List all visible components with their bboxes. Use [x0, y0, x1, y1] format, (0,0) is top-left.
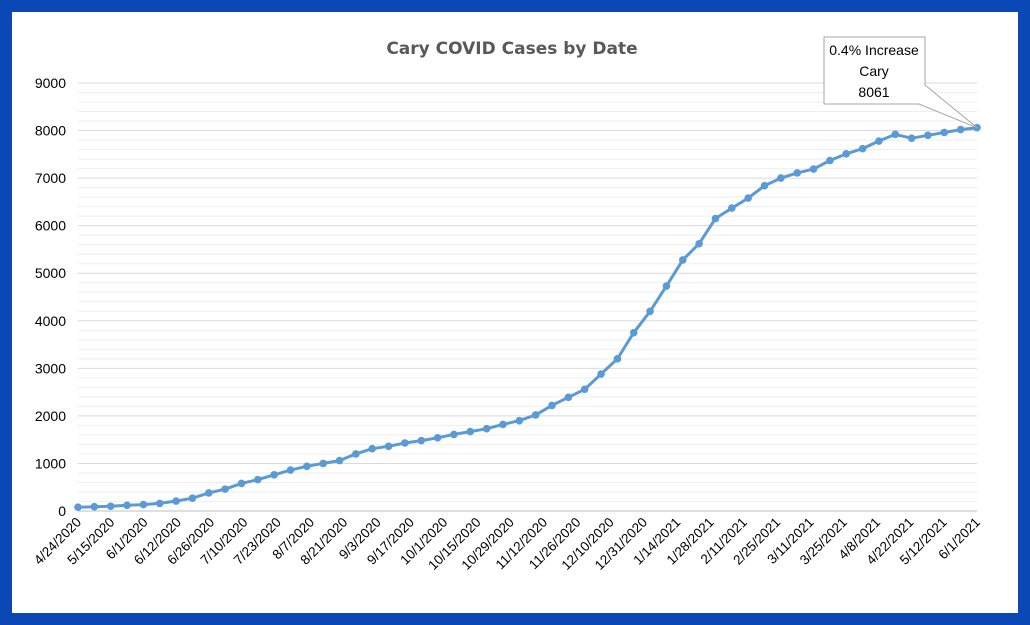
data-point	[629, 328, 638, 337]
data-point	[204, 489, 213, 497]
callout-annotation: 0.4% Increase Cary 8061	[823, 36, 978, 129]
data-point	[711, 214, 720, 223]
data-point	[515, 416, 524, 425]
data-point	[384, 442, 393, 451]
data-point	[237, 479, 246, 488]
data-point	[172, 497, 180, 505]
data-point	[678, 256, 687, 264]
data-point	[613, 355, 622, 363]
data-point	[809, 165, 818, 173]
data-point	[417, 436, 426, 445]
data-point	[335, 456, 344, 465]
data-point	[450, 430, 458, 439]
data-point	[352, 450, 360, 458]
data-point	[907, 134, 916, 142]
data-point	[580, 385, 589, 394]
y-tick-label: 6000	[35, 218, 66, 234]
data-point	[155, 499, 164, 508]
y-tick-label: 9000	[35, 75, 66, 91]
data-point	[662, 282, 671, 290]
data-point	[482, 424, 491, 433]
data-point	[826, 156, 834, 165]
data-point	[286, 466, 295, 474]
data-point	[74, 503, 82, 511]
series-line	[76, 126, 979, 509]
chart-title: Cary COVID Cases by Date	[386, 39, 637, 59]
data-point	[760, 181, 769, 190]
data-point	[270, 471, 278, 479]
data-point	[940, 128, 949, 137]
data-point	[891, 130, 900, 139]
data-point	[956, 125, 965, 134]
data-point	[139, 500, 148, 509]
series-polyline	[76, 126, 979, 509]
data-point	[695, 239, 703, 248]
y-tick-label: 2000	[35, 408, 66, 424]
y-tick-label: 4000	[35, 313, 66, 329]
data-point	[548, 401, 556, 410]
data-point	[401, 439, 409, 447]
y-tick-label: 1000	[35, 455, 66, 471]
data-point	[466, 427, 475, 436]
data-point	[564, 393, 573, 402]
data-point	[646, 307, 654, 316]
data-point	[744, 194, 752, 202]
data-point	[254, 475, 262, 484]
series-points	[74, 123, 981, 511]
data-point	[303, 462, 311, 471]
data-point	[499, 420, 507, 429]
callout-box	[823, 36, 978, 129]
y-tick-label: 5000	[35, 265, 66, 281]
data-point	[531, 411, 540, 419]
data-point	[875, 137, 883, 145]
y-axis-ticks: 0 1000 2000 3000 4000 5000 6000 7000 8000 9000	[35, 75, 66, 519]
data-point	[221, 485, 229, 493]
y-tick-label: 8000	[35, 123, 66, 139]
y-tick-label: 0	[58, 503, 66, 519]
chart-frame: Cary COVID Cases by Date 0 1000 2000 3000 40…	[12, 12, 1018, 613]
y-tick-label: 7000	[35, 170, 66, 186]
data-point	[597, 370, 605, 378]
data-point	[777, 174, 785, 182]
data-point	[842, 150, 851, 158]
data-point	[924, 131, 932, 140]
data-point	[106, 502, 115, 511]
data-point	[433, 433, 442, 442]
callout-line-2: Cary	[859, 63, 889, 79]
data-point	[793, 169, 801, 177]
callout-line-3: 8061	[858, 84, 889, 100]
x-axis-ticks: 4/24/20205/15/20206/1/20206/12/20206/26/…	[31, 515, 983, 573]
data-point	[368, 444, 377, 453]
data-point	[319, 459, 327, 468]
data-point	[858, 144, 867, 153]
data-point	[123, 501, 131, 510]
callout-line-1: 0.4% Increase	[829, 42, 919, 58]
data-point	[188, 494, 197, 502]
grid-lines	[78, 82, 977, 512]
chart-canvas: Cary COVID Cases by Date 0 1000 2000 3000 40…	[31, 36, 983, 573]
data-point	[90, 502, 99, 511]
y-tick-label: 3000	[35, 360, 66, 376]
data-point	[728, 204, 736, 212]
